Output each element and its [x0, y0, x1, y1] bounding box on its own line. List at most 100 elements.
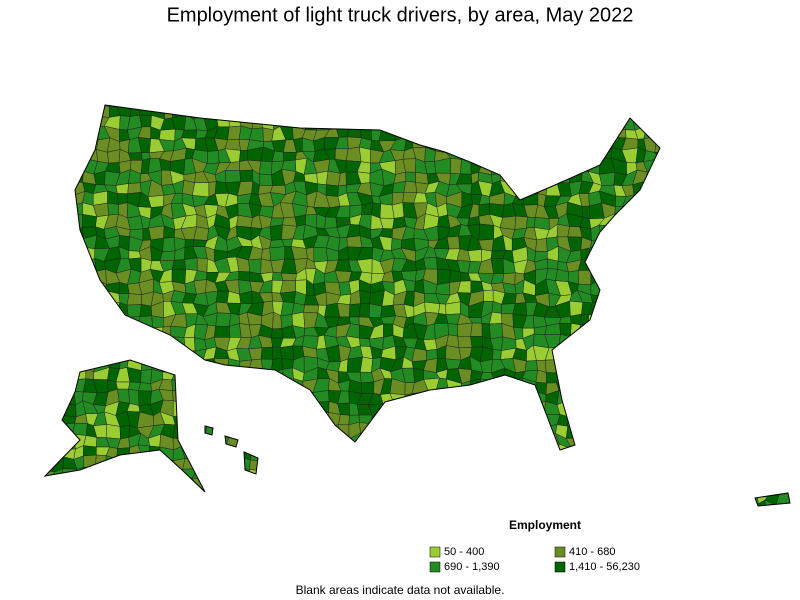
area [598, 224, 615, 241]
area [467, 249, 482, 263]
area [457, 478, 473, 494]
area [148, 105, 166, 110]
area [766, 215, 779, 230]
area [45, 139, 55, 152]
area [610, 323, 624, 337]
area [599, 105, 614, 106]
area [72, 105, 88, 108]
area [48, 258, 65, 273]
area [774, 171, 790, 187]
area [569, 138, 584, 151]
area [238, 436, 253, 450]
area [635, 236, 649, 251]
area [105, 349, 121, 362]
area [688, 500, 701, 506]
area [755, 181, 769, 196]
area [709, 236, 726, 253]
area [754, 466, 767, 483]
area [127, 333, 144, 348]
area [577, 105, 592, 118]
area [764, 400, 780, 415]
area [182, 488, 198, 506]
area [502, 105, 516, 116]
area [581, 399, 594, 413]
area [368, 488, 382, 505]
area [524, 500, 537, 506]
area [688, 400, 700, 417]
area [712, 478, 726, 494]
area [502, 136, 516, 149]
area [327, 118, 340, 131]
area [610, 455, 625, 470]
area [180, 437, 196, 447]
area [105, 424, 121, 440]
area [491, 413, 506, 426]
area [615, 357, 626, 369]
area [45, 192, 54, 207]
area [720, 312, 737, 328]
area [29, 478, 41, 494]
area [173, 105, 187, 109]
area [368, 105, 384, 118]
legend-label: 1,410 - 56,230 [569, 561, 640, 573]
area [721, 488, 736, 505]
area [411, 403, 428, 417]
area [577, 348, 594, 362]
area [745, 158, 757, 174]
area [533, 502, 549, 506]
area [721, 224, 737, 239]
area [251, 488, 264, 504]
area [775, 367, 790, 383]
area [698, 326, 715, 340]
area [183, 423, 198, 440]
area [776, 115, 790, 129]
area [731, 269, 747, 283]
area [763, 204, 777, 217]
area [723, 105, 736, 108]
area [325, 434, 338, 449]
area [456, 393, 470, 404]
area [423, 488, 439, 505]
area [643, 249, 656, 259]
area [668, 454, 682, 471]
area [644, 446, 660, 458]
area [514, 215, 528, 230]
area [29, 382, 42, 395]
area [93, 488, 111, 503]
area [664, 390, 680, 404]
area [259, 401, 274, 415]
area [45, 389, 55, 405]
area [490, 160, 503, 175]
area [48, 246, 64, 262]
area [667, 136, 682, 152]
area [666, 206, 681, 218]
area [75, 333, 88, 350]
area [60, 325, 77, 338]
area [744, 389, 759, 403]
area [753, 224, 770, 237]
area [787, 394, 790, 407]
area [45, 433, 52, 449]
area [290, 246, 308, 260]
area [560, 359, 568, 374]
area [467, 388, 480, 407]
area [589, 425, 602, 438]
area [555, 127, 571, 139]
area [764, 334, 780, 348]
area [678, 136, 689, 152]
area [788, 149, 790, 164]
area [269, 246, 286, 262]
area [348, 489, 362, 505]
area [713, 160, 723, 175]
area [634, 392, 648, 404]
area [45, 238, 53, 247]
area [676, 305, 692, 317]
area [303, 487, 319, 505]
area [478, 105, 494, 108]
area [150, 467, 164, 483]
area [401, 412, 418, 426]
area [192, 389, 207, 406]
area [731, 432, 747, 449]
legend-swatch [429, 546, 441, 558]
area [192, 412, 208, 425]
